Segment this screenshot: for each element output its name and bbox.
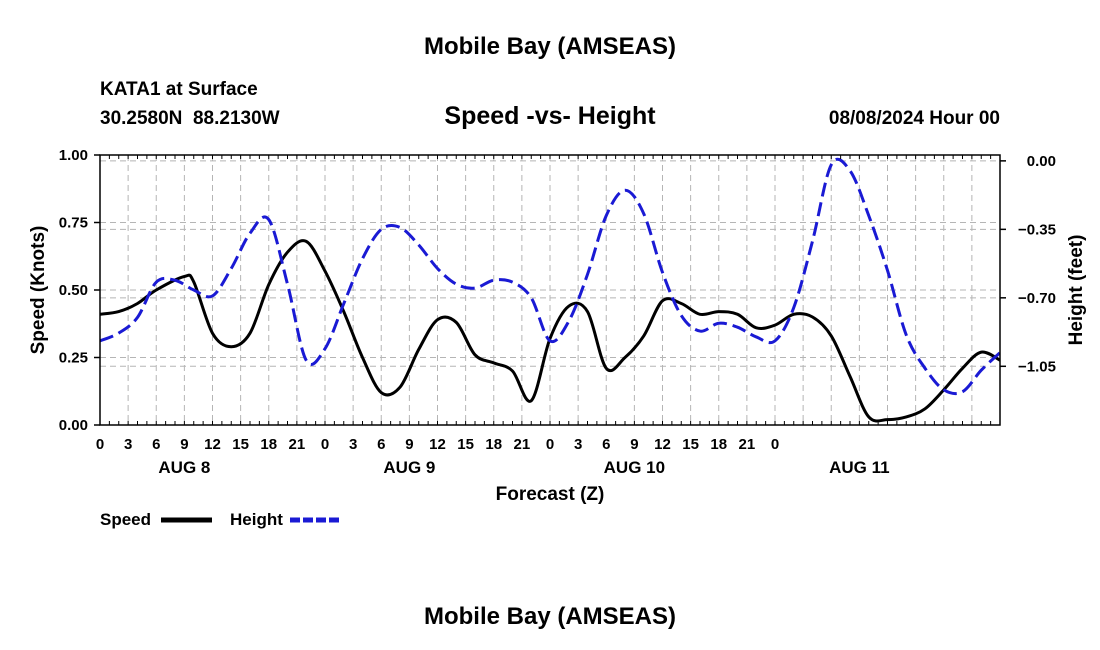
y-tick-label: 0.50 [59,282,88,299]
y2-tick-label: 0.00 [1027,153,1056,170]
y-tick-label: 0.00 [59,417,88,434]
y-axis-label: Speed (Knots) [28,226,49,355]
series-speed-line [100,239,1000,423]
x-tick-label: 0 [771,436,779,453]
legend: Speed Height [100,510,342,529]
forecast-datetime: 08/08/2024 Hour 00 [829,108,1000,129]
x-tick-label: 9 [630,436,638,453]
x-tick-label: 15 [457,436,474,453]
page-title: Mobile Bay (AMSEAS) [424,33,676,60]
x-tick-label: 12 [654,436,671,453]
x-tick-label: 3 [124,436,132,453]
chart-title: Speed -vs- Height [444,102,656,130]
x-day-label: AUG 10 [604,458,665,477]
y-tick-label: 1.00 [59,147,88,164]
x-tick-label: 21 [739,436,756,453]
legend-height-label: Height [230,510,283,529]
x-tick-label: 6 [602,436,610,453]
x-tick-label: 15 [682,436,699,453]
x-day-label: AUG 11 [829,458,889,477]
x-tick-label: 6 [377,436,385,453]
x-tick-label: 21 [289,436,306,453]
plot-frame [99,154,1001,426]
footer-title: Mobile Bay (AMSEAS) [424,603,676,630]
y2-tick-label: −1.05 [1018,358,1056,375]
x-tick-label: 18 [710,436,727,453]
series-height-line [100,157,1000,396]
x-tick-label: 3 [349,436,357,453]
y-tick-label: 0.25 [59,350,88,367]
x-tick-label: 21 [514,436,531,453]
station-coords: 30.2580N 88.2130W [100,108,280,129]
legend-speed-label: Speed [100,510,151,529]
x-day-label: AUG 9 [383,458,435,477]
x-tick-label: 18 [485,436,502,453]
y-tick-label: 0.75 [59,215,88,232]
x-tick-label: 15 [232,436,249,453]
x-tick-label: 12 [204,436,221,453]
y2-tick-label: −0.35 [1018,221,1056,238]
x-tick-label: 0 [321,436,329,453]
x-tick-label: 18 [260,436,277,453]
plot-lines [100,157,1000,423]
x-tick-label: 12 [429,436,446,453]
x-tick-label: 0 [96,436,104,453]
x-axis-label: Forecast (Z) [496,484,605,505]
y2-axis-label: Height (feet) [1066,235,1087,346]
x-tick-label: 9 [180,436,188,453]
x-tick-label: 3 [574,436,582,453]
grid [100,155,1000,425]
station-label: KATA1 at Surface [100,79,258,100]
x-tick-label: 0 [546,436,554,453]
x-tick-label: 9 [405,436,413,453]
y2-tick-label: −0.70 [1018,290,1056,307]
x-tick-label: 6 [152,436,160,453]
axis-ticks: 0 3 6 9 12 15 18 21 0 3 6 9 12 15 18 21 0 3 6 9 12 15 18 21 0 AUG… [59,147,1056,477]
x-day-label: AUG 8 [158,458,210,477]
